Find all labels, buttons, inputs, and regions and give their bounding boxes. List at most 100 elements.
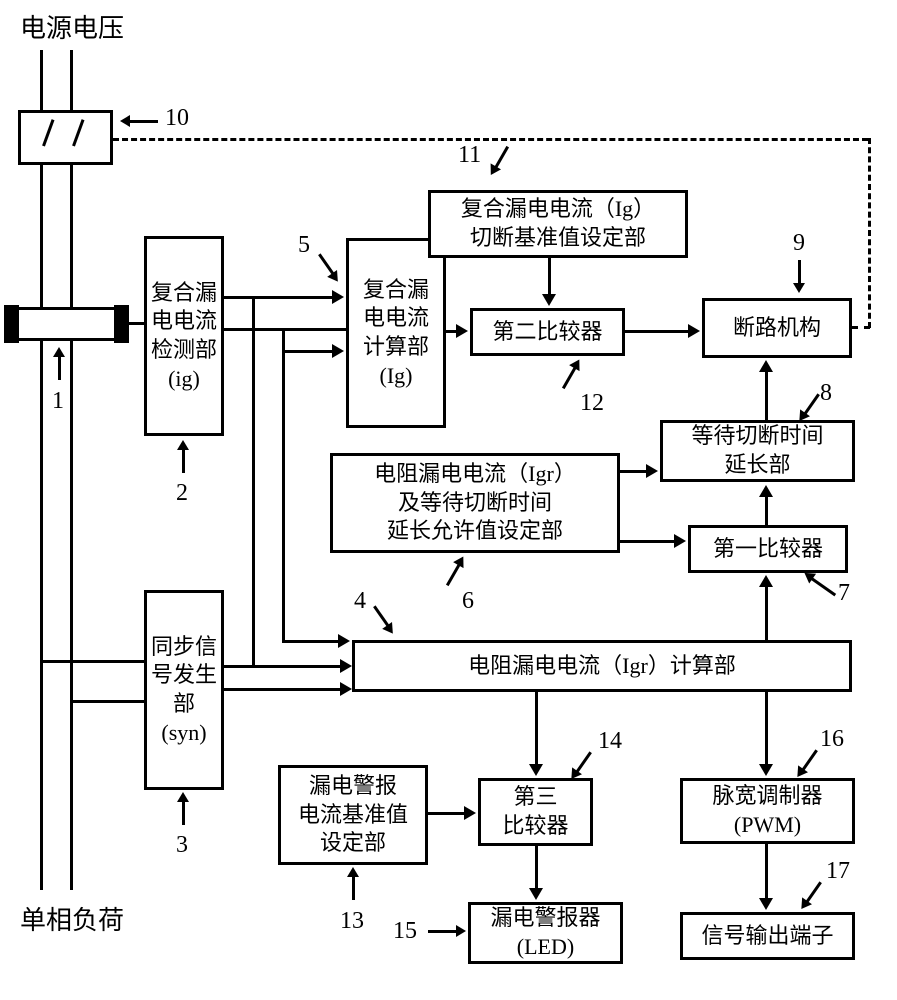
block-16-text: 脉宽调制器 (PWM) bbox=[712, 782, 822, 839]
conn-b4-b7 bbox=[765, 585, 768, 640]
conn-b11-b12 bbox=[548, 258, 551, 296]
block-8-wait-ext: 等待切断时间 延长部 bbox=[660, 420, 855, 482]
conn-b12-b9 bbox=[625, 330, 690, 333]
ref-15: 15 bbox=[393, 918, 417, 945]
ref-8: 8 bbox=[820, 380, 832, 407]
ref-16-arrow bbox=[801, 749, 818, 771]
block-12-comp2: 第二比较器 bbox=[470, 308, 625, 356]
conn-power-b3-a bbox=[40, 660, 144, 663]
block-8-text: 等待切断时间 延长部 bbox=[691, 422, 823, 479]
conn-zct-b2 bbox=[129, 322, 144, 325]
ref-12: 12 bbox=[580, 390, 604, 417]
block-2-text: 复合漏电电流检测部 (ig) bbox=[151, 279, 217, 393]
block-5-text: 复合漏电电流计算部 (Ig) bbox=[353, 276, 439, 390]
conn-b4-b16 bbox=[765, 692, 768, 766]
block-ig-cutref: 复合漏电电流（Ig） 切断基准值设定部 bbox=[428, 190, 688, 258]
block-ig-cutref-text: 复合漏电电流（Ig） 切断基准值设定部 bbox=[461, 195, 655, 252]
block-14-comp3: 第三 比较器 bbox=[478, 778, 593, 846]
block-15-led: 漏电警报器 (LED) bbox=[468, 902, 623, 964]
block-9-breaker: 断路机构 bbox=[702, 298, 852, 358]
block-3-text: 同步信号发生部 (syn) bbox=[151, 633, 217, 747]
block-6-text: 电阻漏电电流（Igr） 及等待切断时间 延长允许值设定部 bbox=[374, 460, 576, 546]
ref-14: 14 bbox=[598, 728, 622, 755]
power-line-left bbox=[40, 50, 43, 890]
ref-9: 9 bbox=[793, 230, 805, 257]
ref-14-arrow bbox=[575, 751, 592, 773]
ref-5: 5 bbox=[298, 232, 310, 259]
block-15-text: 漏电警报器 (LED) bbox=[490, 904, 600, 961]
label-single-phase-load: 单相负荷 bbox=[20, 900, 124, 937]
label-power-voltage: 电源电压 bbox=[20, 8, 124, 45]
ref-10: 10 bbox=[165, 105, 189, 132]
block-13-text: 漏电警报 电流基准值 设定部 bbox=[298, 772, 408, 858]
conn-power-b3-b bbox=[70, 700, 144, 703]
ref-5-arrow bbox=[318, 253, 335, 275]
switch-box bbox=[18, 110, 113, 165]
conn-b16-b17 bbox=[765, 844, 768, 900]
ref-7-arrow bbox=[810, 577, 836, 597]
ref-17-arrow bbox=[805, 881, 822, 903]
ref-9-arrow bbox=[798, 260, 801, 285]
ref-16: 16 bbox=[820, 726, 844, 753]
ref-7: 7 bbox=[838, 580, 850, 607]
conn-b6-b7 bbox=[620, 540, 676, 543]
conn-b7-b8 bbox=[765, 495, 768, 525]
conn-b13-b14 bbox=[428, 812, 466, 815]
conn-b3-b4 bbox=[224, 688, 342, 691]
conn-v2-b4 bbox=[224, 665, 342, 668]
ref-1: 1 bbox=[52, 388, 64, 415]
dash-11-h2 bbox=[852, 326, 870, 329]
block-7-text: 第一比较器 bbox=[713, 535, 823, 564]
ref-15-arrow bbox=[428, 930, 458, 933]
block-17-output: 信号输出端子 bbox=[680, 912, 855, 960]
ref-2-arrow bbox=[182, 448, 185, 473]
conn-b8-b9 bbox=[765, 370, 768, 420]
block-17-text: 信号输出端子 bbox=[701, 922, 833, 951]
block-7-comp1: 第一比较器 bbox=[688, 525, 848, 573]
ref-3: 3 bbox=[176, 832, 188, 859]
conn-v1-b4 bbox=[282, 640, 340, 643]
conn-b4-b14 bbox=[535, 692, 538, 766]
power-line-right bbox=[70, 50, 73, 890]
ref-6: 6 bbox=[462, 588, 474, 615]
block-5-composite-calc: 复合漏电电流计算部 (Ig) bbox=[346, 238, 446, 428]
block-12-text: 第二比较器 bbox=[492, 318, 602, 347]
zct-left-bar bbox=[4, 305, 19, 343]
conn-b2-b5-bot bbox=[282, 350, 334, 353]
block-9-text: 断路机构 bbox=[733, 314, 821, 343]
ref-12-arrow bbox=[562, 366, 577, 389]
ref-4: 4 bbox=[354, 588, 366, 615]
dash-11-v bbox=[868, 138, 871, 328]
ref-1-arrow bbox=[58, 355, 61, 380]
ref-11: 11 bbox=[458, 142, 481, 169]
zct-core bbox=[19, 307, 114, 341]
block-2-composite-detect: 复合漏电电流检测部 (ig) bbox=[144, 236, 224, 436]
conn-b2-b5-top bbox=[224, 296, 334, 299]
ref-6-arrow bbox=[446, 563, 461, 586]
conn-b6-b8 bbox=[620, 470, 648, 473]
block-16-pwm: 脉宽调制器 (PWM) bbox=[680, 778, 855, 844]
ref-8-arrow bbox=[803, 393, 820, 415]
block-6-igr-set: 电阻漏电电流（Igr） 及等待切断时间 延长允许值设定部 bbox=[330, 453, 620, 553]
conn-b3-out bbox=[224, 688, 227, 691]
ref-17: 17 bbox=[826, 858, 850, 885]
ref-13: 13 bbox=[340, 908, 364, 935]
zct-right-bar bbox=[114, 305, 129, 343]
block-13-alarm-ref: 漏电警报 电流基准值 设定部 bbox=[278, 765, 428, 865]
ref-3-arrow bbox=[182, 800, 185, 825]
block-3-sync: 同步信号发生部 (syn) bbox=[144, 590, 224, 790]
ref-11-arrow bbox=[494, 146, 509, 169]
ref-13-arrow bbox=[352, 875, 355, 900]
ref-4-arrow bbox=[373, 605, 390, 627]
conn-b2-b5-top2 bbox=[224, 328, 346, 331]
ref-2: 2 bbox=[176, 480, 188, 507]
ref-10-arrow bbox=[128, 120, 158, 123]
conn-b2-vert1 bbox=[252, 296, 255, 666]
conn-b14-b15 bbox=[535, 846, 538, 890]
conn-b2-vert2 bbox=[282, 328, 285, 640]
block-4-text: 电阻漏电电流（Igr）计算部 bbox=[468, 652, 736, 681]
dash-11-h bbox=[113, 138, 868, 141]
block-4-igr-calc: 电阻漏电电流（Igr）计算部 bbox=[352, 640, 852, 692]
block-14-text: 第三 比较器 bbox=[502, 783, 568, 840]
conn-b5-b12 bbox=[446, 330, 458, 333]
